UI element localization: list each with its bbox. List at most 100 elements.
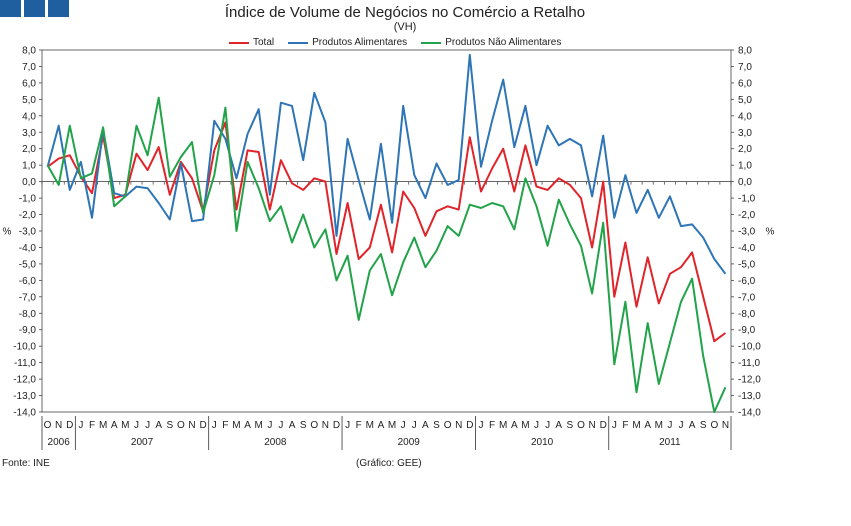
month-label: A <box>511 420 518 431</box>
month-label: D <box>333 420 340 431</box>
month-label: D <box>66 420 73 431</box>
legend-swatch-total <box>229 41 249 44</box>
month-label: J <box>412 420 417 431</box>
source-note: Fonte: INE <box>2 458 50 469</box>
month-label: J <box>345 420 350 431</box>
y-tick-label-left: -12,0 <box>13 375 36 386</box>
y-tick-label-left: 4,0 <box>22 111 36 122</box>
month-label: J <box>534 420 539 431</box>
month-label: O <box>44 420 52 431</box>
y-axis-label-left: % <box>3 227 12 238</box>
month-label: F <box>89 420 95 431</box>
y-tick-label-left: -13,0 <box>13 391 36 402</box>
month-label: J <box>678 420 683 431</box>
month-label: N <box>722 420 729 431</box>
legend-swatch-produtos-nao-alimentares <box>421 41 442 44</box>
credit-note: (Gráfico: GEE) <box>356 458 422 469</box>
y-tick-label-left: 6,0 <box>22 78 36 89</box>
y-axis-label-right: % <box>766 227 775 238</box>
month-label: D <box>466 420 473 431</box>
month-label: D <box>600 420 607 431</box>
y-tick-label-left: -3,0 <box>19 227 37 238</box>
y-tick-label-left: -7,0 <box>19 292 37 303</box>
y-tick-label-left: 5,0 <box>22 95 36 106</box>
series-line-produtos-alimentares <box>46 53 727 275</box>
logo-block-2 <box>24 0 45 17</box>
y-tick-label-left: 2,0 <box>22 144 36 155</box>
y-tick-label-right: -13,0 <box>738 391 761 402</box>
month-label: N <box>55 420 62 431</box>
y-tick-label-right: 4,0 <box>738 111 752 122</box>
month-label: J <box>612 420 617 431</box>
year-label: 2011 <box>659 437 681 448</box>
month-label: O <box>444 420 452 431</box>
month-label: F <box>356 420 362 431</box>
y-tick-label-left: 7,0 <box>22 62 36 73</box>
month-label: F <box>489 420 495 431</box>
month-label: A <box>155 420 162 431</box>
month-label: N <box>322 420 329 431</box>
month-label: M <box>388 420 396 431</box>
month-label: O <box>310 420 318 431</box>
year-label: 2009 <box>398 437 421 448</box>
y-tick-label-left: -1,0 <box>19 194 37 205</box>
y-tick-label-right: -8,0 <box>738 309 756 320</box>
y-tick-label-left: -11,0 <box>14 358 36 369</box>
y-tick-label-left: 3,0 <box>22 128 36 139</box>
y-tick-label-right: 0,0 <box>738 177 752 188</box>
month-label: S <box>433 420 440 431</box>
y-tick-label-right: -6,0 <box>738 276 756 287</box>
y-tick-label-right: -4,0 <box>738 243 756 254</box>
y-tick-label-right: -1,0 <box>738 194 756 205</box>
legend-label-produtos-alimentares: Produtos Alimentares <box>312 37 408 48</box>
month-label: J <box>545 420 550 431</box>
month-label: A <box>422 420 429 431</box>
y-tick-label-right: 8,0 <box>738 46 752 57</box>
month-label: M <box>121 420 129 431</box>
month-label: A <box>378 420 385 431</box>
month-label: M <box>521 420 529 431</box>
legend-item-produtos-nao-alimentares: Produtos Não Alimentares <box>421 37 561 48</box>
month-label: A <box>244 420 251 431</box>
month-label: D <box>200 420 207 431</box>
y-tick-label-right: 7,0 <box>738 62 752 73</box>
month-label: A <box>289 420 296 431</box>
month-label: M <box>366 420 374 431</box>
month-label: O <box>577 420 585 431</box>
month-label: J <box>78 420 83 431</box>
y-tick-label-right: -9,0 <box>738 325 756 336</box>
y-tick-label-left: -6,0 <box>19 276 37 287</box>
month-label: J <box>212 420 217 431</box>
month-label: S <box>166 420 173 431</box>
year-label: 2010 <box>531 437 554 448</box>
month-label: M <box>499 420 507 431</box>
y-tick-label-right: 2,0 <box>738 144 752 155</box>
y-tick-label-left: 1,0 <box>22 161 36 172</box>
month-label: N <box>588 420 595 431</box>
month-label: J <box>278 420 283 431</box>
logo-block-1 <box>0 0 21 17</box>
month-label: S <box>567 420 574 431</box>
month-label: F <box>622 420 628 431</box>
chart-subtitle: (VH) <box>393 21 417 33</box>
month-label: A <box>689 420 696 431</box>
y-tick-label-right: -10,0 <box>738 342 761 353</box>
y-tick-label-right: -2,0 <box>738 210 756 221</box>
month-label: O <box>177 420 185 431</box>
y-tick-label-left: -10,0 <box>13 342 36 353</box>
y-tick-label-right: -14,0 <box>738 408 761 419</box>
y-tick-label-left: -8,0 <box>19 309 37 320</box>
y-tick-label-right: -12,0 <box>738 375 761 386</box>
logo <box>0 0 69 17</box>
legend-swatch-produtos-alimentares <box>288 41 309 44</box>
y-tick-label-left: -9,0 <box>19 325 37 336</box>
month-label: F <box>222 420 228 431</box>
month-label: M <box>232 420 240 431</box>
month-label: M <box>99 420 107 431</box>
month-label: J <box>134 420 139 431</box>
month-label: M <box>632 420 640 431</box>
y-tick-label-right: 1,0 <box>738 161 752 172</box>
month-label: N <box>188 420 195 431</box>
y-tick-label-right: 6,0 <box>738 78 752 89</box>
